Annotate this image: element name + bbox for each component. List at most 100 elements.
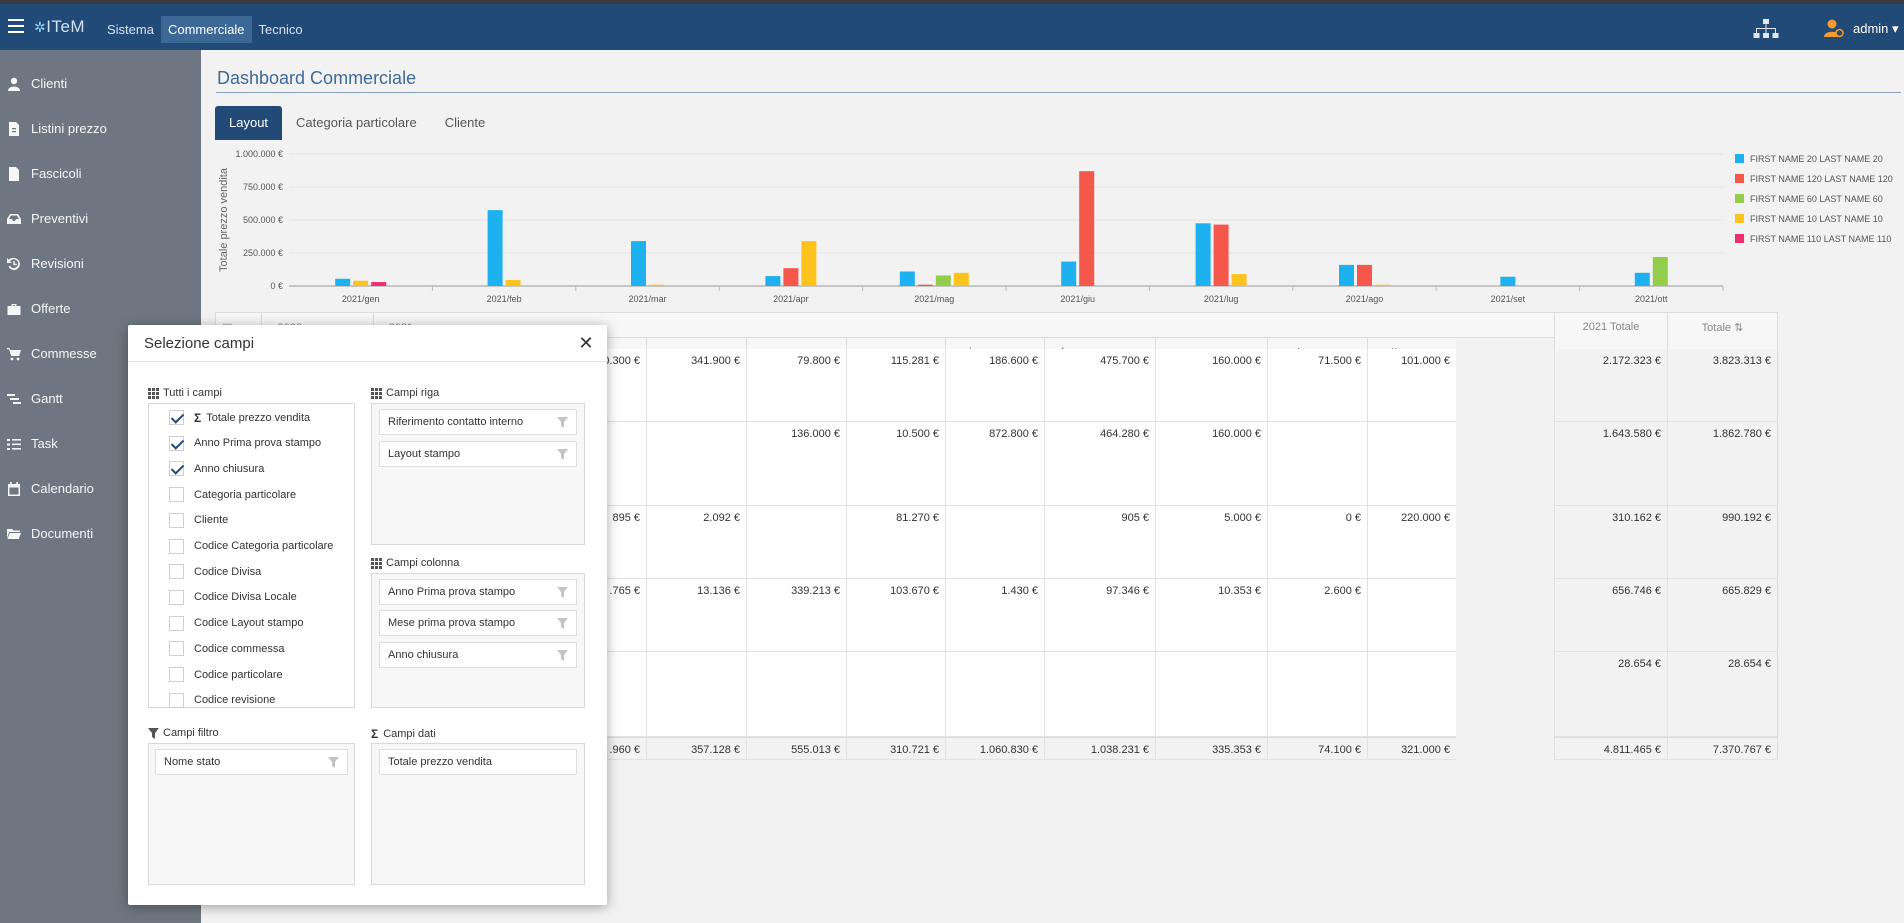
field-checkbox[interactable] [169, 667, 184, 682]
year-total-cell: 28.654 € [1554, 652, 1667, 737]
chart-bar [917, 284, 933, 286]
sidebar-item-listini-prezzo[interactable]: Listini prezzo [0, 106, 201, 151]
filter-icon[interactable] [557, 650, 568, 661]
tab-cliente[interactable]: Cliente [444, 115, 486, 130]
sidebar-item-calendario[interactable]: Calendario [0, 466, 201, 511]
field-item[interactable]: Codice Divisa [169, 564, 261, 580]
nav-sistema[interactable]: Sistema [107, 22, 154, 37]
sidebar-item-documenti[interactable]: Documenti [0, 511, 201, 556]
row-field-chip[interactable]: Riferimento contatto interno [379, 409, 577, 435]
filter-field-chip[interactable]: Nome stato [155, 749, 348, 775]
pivot-cell [746, 506, 846, 579]
all-fields-list[interactable]: Σ Totale prezzo vendita Anno Prima prova s… [148, 403, 355, 708]
field-checkbox[interactable] [169, 512, 184, 528]
tab-categoria-particolare[interactable]: Categoria particolare [296, 115, 417, 130]
pivot-cell [1267, 652, 1367, 737]
field-checkbox[interactable] [169, 692, 184, 708]
field-checkbox[interactable] [169, 487, 184, 503]
field-item[interactable]: Codice Categoria particolare [169, 538, 333, 554]
field-checkbox[interactable] [169, 564, 184, 580]
field-item[interactable]: Codice commessa [169, 641, 285, 657]
column-field-chip[interactable]: Anno Prima prova stampo [379, 579, 577, 605]
field-item[interactable]: Codice Layout stampo [169, 615, 304, 631]
row-field-chip[interactable]: Layout stampo [379, 441, 577, 467]
field-checkbox[interactable] [169, 589, 184, 605]
field-item[interactable]: Cliente [169, 512, 228, 528]
title-divider [216, 92, 1901, 93]
field-checkbox[interactable] [169, 538, 184, 554]
column-field-chip[interactable]: Mese prima prova stampo [379, 610, 577, 636]
field-item[interactable]: Categoria particolare [169, 487, 296, 503]
pivot-cell [1044, 652, 1155, 737]
field-label: Codice commessa [194, 642, 285, 655]
field-checkbox[interactable] [169, 641, 184, 657]
field-checkbox[interactable] [169, 435, 184, 451]
pivot-cell: 464.280 € [1044, 422, 1155, 506]
field-item[interactable]: Codice revisione [169, 692, 275, 708]
cart-icon [6, 347, 22, 361]
chart-bar [371, 282, 387, 286]
user-settings-icon[interactable] [1824, 18, 1844, 38]
legend-label: FIRST NAME 20 LAST NAME 20 [1750, 154, 1883, 164]
sidebar-item-commesse[interactable]: Commesse [0, 331, 201, 376]
field-checkbox[interactable] [169, 461, 184, 477]
sidebar-item-preventivi[interactable]: Preventivi [0, 196, 201, 241]
filter-icon[interactable] [557, 417, 568, 428]
field-item[interactable]: Anno chiusura [169, 461, 265, 477]
filter-icon[interactable] [328, 757, 339, 768]
field-checkbox[interactable] [169, 410, 184, 425]
field-item[interactable]: Codice Divisa Locale [169, 589, 297, 605]
field-item[interactable]: Anno Prima prova stampo [169, 435, 321, 451]
sidebar-item-gantt[interactable]: Gantt [0, 376, 201, 421]
field-label: Codice Layout stampo [194, 617, 304, 630]
sitemap-icon[interactable] [1753, 19, 1779, 39]
pivot-cell: 10.500 € [846, 422, 945, 506]
grand-total-row-cell: 335.353 € [1155, 737, 1267, 760]
field-chooser-dialog: Selezione campi ✕ Tutti i campi Σ Totale … [128, 325, 607, 905]
nav-tecnico[interactable]: Tecnico [258, 22, 303, 37]
pivot-cell: 136.000 € [746, 422, 846, 506]
history-icon [6, 257, 22, 271]
grid-icon [371, 387, 382, 399]
file-icon [6, 166, 22, 181]
field-checkbox[interactable] [169, 615, 184, 631]
x-tick-label: 2021/mar [628, 294, 666, 304]
sidebar-item-revisioni[interactable]: Revisioni [0, 241, 201, 286]
app-logo[interactable]: ✲ITeM [34, 17, 86, 36]
user-menu[interactable]: admin ▾ [1853, 21, 1899, 36]
dialog-title: Selezione campi [144, 335, 255, 352]
sidebar-item-task[interactable]: Task [0, 421, 201, 466]
menu-icon[interactable] [8, 19, 24, 33]
grand-total-row-cell: 321.000 € [1367, 737, 1456, 760]
sidebar-item-offerte[interactable]: Offerte [0, 286, 201, 331]
pivot-cell [1367, 422, 1456, 506]
filter-icon[interactable] [557, 449, 568, 460]
x-tick-label: 2021/ott [1635, 294, 1668, 304]
grand-total-row-cell: 7.370.767 € [1667, 737, 1778, 760]
column-field-chip[interactable]: Anno chiusura [379, 642, 577, 668]
field-item[interactable]: Codice particolare [169, 667, 283, 682]
pivot-cell: 5.000 € [1155, 506, 1267, 579]
legend-swatch [1735, 174, 1744, 183]
chart-bar [899, 271, 915, 286]
tab-layout[interactable]: Layout [215, 106, 283, 140]
tab-bar: Layout Categoria particolare Cliente [215, 106, 499, 140]
filter-icon [148, 727, 159, 739]
field-item[interactable]: Σ Totale prezzo vendita [169, 410, 310, 425]
chart-bar [1195, 223, 1211, 286]
pivot-cell: 2.092 € [646, 506, 746, 579]
nav-commerciale[interactable]: Commerciale [160, 16, 252, 43]
pivot-cell [945, 652, 1044, 737]
filter-icon[interactable] [557, 618, 568, 629]
pivot-cell [1267, 422, 1367, 506]
chart-bar [783, 268, 799, 286]
sidebar-item-clienti[interactable]: Clienti [0, 61, 201, 106]
field-label: Anno chiusura [194, 462, 265, 475]
sidebar-item-fascicoli[interactable]: Fascicoli [0, 151, 201, 196]
filter-icon[interactable] [557, 587, 568, 598]
pivot-cell: 2.600 € [1267, 579, 1367, 652]
data-field-chip[interactable]: Totale prezzo vendita [379, 749, 577, 775]
column-fields-label: Campi colonna [371, 557, 459, 569]
close-icon[interactable]: ✕ [578, 333, 594, 353]
chart-bar [1634, 272, 1650, 286]
